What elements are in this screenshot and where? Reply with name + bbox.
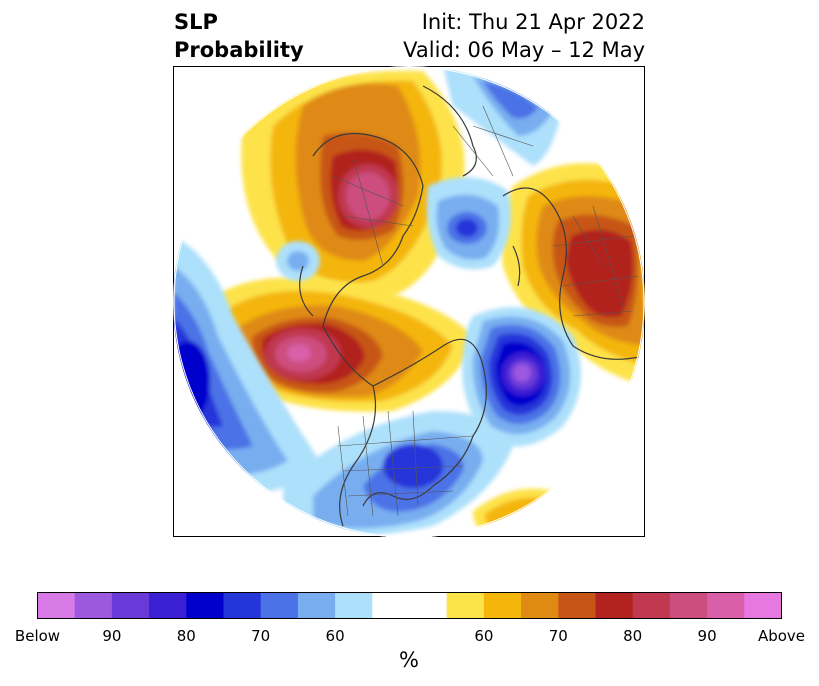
colorbar-segment bbox=[297, 592, 336, 619]
colorbar-segment bbox=[558, 592, 596, 619]
colorbar-segment bbox=[521, 592, 559, 619]
coastlines bbox=[299, 85, 644, 527]
title-variable: SLP bbox=[174, 10, 218, 34]
colorbar-segment bbox=[707, 592, 745, 619]
valid-range: Valid: 06 May – 12 May bbox=[403, 38, 645, 62]
colorbar-tick-label: Above bbox=[757, 627, 806, 645]
map-title: SLP Probability bbox=[174, 8, 304, 64]
init-date: Init: Thu 21 Apr 2022 bbox=[421, 10, 645, 34]
colorbar-segment bbox=[446, 592, 485, 619]
colorbar-tick-label: 60 bbox=[325, 627, 345, 645]
colorbar-tick-label: 90 bbox=[697, 627, 717, 645]
anomaly-below-north-america bbox=[283, 411, 513, 536]
colorbar-segment bbox=[335, 592, 373, 619]
probability-field bbox=[173, 66, 645, 537]
colorbar-tick-label: 80 bbox=[176, 627, 196, 645]
colorbar-segment bbox=[149, 592, 187, 619]
political-borders bbox=[332, 105, 639, 517]
anomaly-below-siberia bbox=[276, 241, 320, 281]
title-metric: Probability bbox=[174, 38, 304, 62]
colorbar bbox=[37, 592, 782, 619]
colorbar-segment bbox=[483, 592, 522, 619]
anomaly-above-eurasia bbox=[241, 70, 465, 302]
colorbar-segment bbox=[186, 592, 224, 619]
colorbar-segment bbox=[37, 592, 76, 619]
colorbar-tick-label: 90 bbox=[102, 627, 122, 645]
colorbar-tick-label: Below bbox=[14, 627, 61, 645]
colorbar-segment bbox=[409, 592, 448, 619]
colorbar-tick-label: 80 bbox=[623, 627, 643, 645]
colorbar-tick-label: 70 bbox=[251, 627, 271, 645]
colorbar-frame bbox=[37, 592, 782, 619]
colorbar-tick-label: 60 bbox=[474, 627, 494, 645]
colorbar-tick-label: 70 bbox=[548, 627, 568, 645]
colorbar-segment bbox=[595, 592, 634, 619]
anomaly-below-arctic bbox=[426, 177, 511, 270]
colorbar-segment bbox=[744, 592, 782, 619]
colorbar-segment bbox=[669, 592, 708, 619]
colorbar-segment bbox=[111, 592, 150, 619]
map-dates: Init: Thu 21 Apr 2022 Valid: 06 May – 12… bbox=[403, 8, 645, 64]
colorbar-segment bbox=[223, 592, 262, 619]
colorbar-segment bbox=[74, 592, 113, 619]
colorbar-unit: % bbox=[399, 648, 419, 672]
colorbar-segment bbox=[632, 592, 671, 619]
polar-map bbox=[173, 66, 645, 537]
anomaly-above-europe bbox=[501, 163, 645, 386]
colorbar-segment bbox=[260, 592, 299, 619]
colorbar-segment bbox=[372, 592, 410, 619]
anomaly-below-atlantic bbox=[462, 307, 581, 447]
